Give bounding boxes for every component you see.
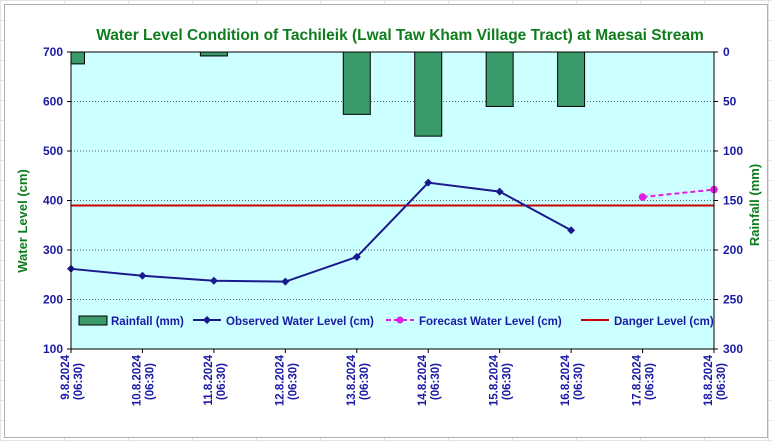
left-tick-label: 500	[43, 144, 63, 158]
left-tick-label: 300	[43, 243, 63, 257]
right-tick-label: 250	[723, 293, 743, 307]
gridlines	[71, 101, 714, 300]
rainfall-bars	[70, 51, 586, 137]
legend-item-danger: Danger Level (cm)	[581, 316, 714, 328]
forecast-point	[638, 193, 647, 201]
right-axis-ticks: 0 50 100 150 200 250 300	[714, 45, 743, 356]
x-tick-label: 9.8.2024(06:30)	[60, 354, 85, 400]
x-tick-label: 13.8.2024(06:30)	[346, 354, 371, 406]
x-tick-label: 15.8.2024(06:30)	[489, 354, 514, 406]
legend-item-rainfall: Rainfall (mm)	[78, 315, 184, 328]
x-tick-label: 17.8.2024(06:30)	[632, 354, 657, 406]
legend: Rainfall (mm) Observed Water Level (cm) …	[78, 315, 714, 328]
right-tick-label: 300	[723, 342, 743, 356]
x-tick-label: 12.8.2024(06:30)	[274, 354, 299, 406]
svg-text:13.8.2024(06:30): 13.8.2024(06:30)	[346, 354, 371, 406]
right-tick-label: 50	[723, 95, 737, 109]
svg-text:10.8.2024(06:30): 10.8.2024(06:30)	[131, 354, 156, 406]
rainfall-bar	[342, 51, 371, 115]
x-tick-label: 10.8.2024(06:30)	[131, 354, 156, 406]
observed-point	[567, 226, 576, 235]
svg-text:18.8.2024(06:30): 18.8.2024(06:30)	[703, 354, 728, 406]
rainfall-bar	[485, 51, 514, 107]
rainfall-bar	[557, 51, 586, 107]
observed-water-level-line	[70, 181, 572, 283]
rainfall-bar	[199, 51, 228, 57]
svg-text:16.8.2024(06:30): 16.8.2024(06:30)	[560, 354, 585, 406]
y-axis-title-left: Water Level (cm)	[15, 169, 30, 273]
svg-text:11.8.2024(06:30): 11.8.2024(06:30)	[203, 354, 228, 405]
svg-text:14.8.2024(06:30): 14.8.2024(06:30)	[417, 354, 442, 406]
y-axis-title-right: Rainfall (mm)	[747, 164, 762, 246]
x-tick-label: 18.8.2024(06:30)	[703, 354, 728, 406]
observed-point	[281, 277, 290, 286]
svg-text:12.8.2024(06:30): 12.8.2024(06:30)	[274, 354, 299, 406]
observed-point	[424, 178, 433, 187]
observed-point	[209, 276, 218, 285]
left-tick-label: 100	[43, 342, 63, 356]
legend-item-forecast: Forecast Water Level (cm)	[386, 316, 562, 328]
rainfall-bar	[414, 51, 443, 137]
observed-markers	[67, 178, 576, 286]
right-tick-label: 150	[723, 194, 743, 208]
right-tick-label: 100	[723, 144, 743, 158]
left-tick-label: 700	[43, 45, 63, 59]
left-tick-label: 200	[43, 293, 63, 307]
observed-point	[352, 252, 361, 261]
observed-point	[138, 271, 147, 280]
legend-marker-observed	[203, 316, 211, 324]
observed-point	[495, 187, 504, 196]
left-tick-label: 400	[43, 194, 63, 208]
x-tick-label: 14.8.2024(06:30)	[417, 354, 442, 406]
svg-text:9.8.2024(06:30): 9.8.2024(06:30)	[60, 354, 85, 400]
legend-label-danger: Danger Level (cm)	[614, 316, 714, 328]
right-tick-label: 0	[723, 45, 730, 59]
legend-label-forecast: Forecast Water Level (cm)	[419, 316, 562, 328]
right-tick-label: 200	[723, 243, 743, 257]
left-axis-ticks: 100 200 300 400 500 600 700	[43, 45, 71, 356]
legend-label-observed: Observed Water Level (cm)	[226, 316, 374, 328]
legend-label-rainfall: Rainfall (mm)	[111, 316, 184, 328]
x-tick-label: 11.8.2024(06:30)	[203, 354, 228, 405]
svg-text:15.8.2024(06:30): 15.8.2024(06:30)	[489, 354, 514, 406]
left-tick-label: 600	[43, 95, 63, 109]
legend-swatch-rainfall	[78, 315, 108, 326]
svg-text:17.8.2024(06:30): 17.8.2024(06:30)	[632, 354, 657, 406]
x-axis-ticks: 9.8.2024(06:30) 10.8.2024(06:30) 11.8.2024…	[60, 349, 728, 406]
legend-marker-forecast	[396, 316, 404, 324]
forecast-water-level-line	[642, 188, 715, 199]
legend-item-observed: Observed Water Level (cm)	[193, 316, 374, 328]
chart-title: Water Level Condition of Tachileik (Lwal…	[96, 27, 704, 44]
x-tick-label: 16.8.2024(06:30)	[560, 354, 585, 406]
rainfall-bar	[70, 51, 85, 65]
